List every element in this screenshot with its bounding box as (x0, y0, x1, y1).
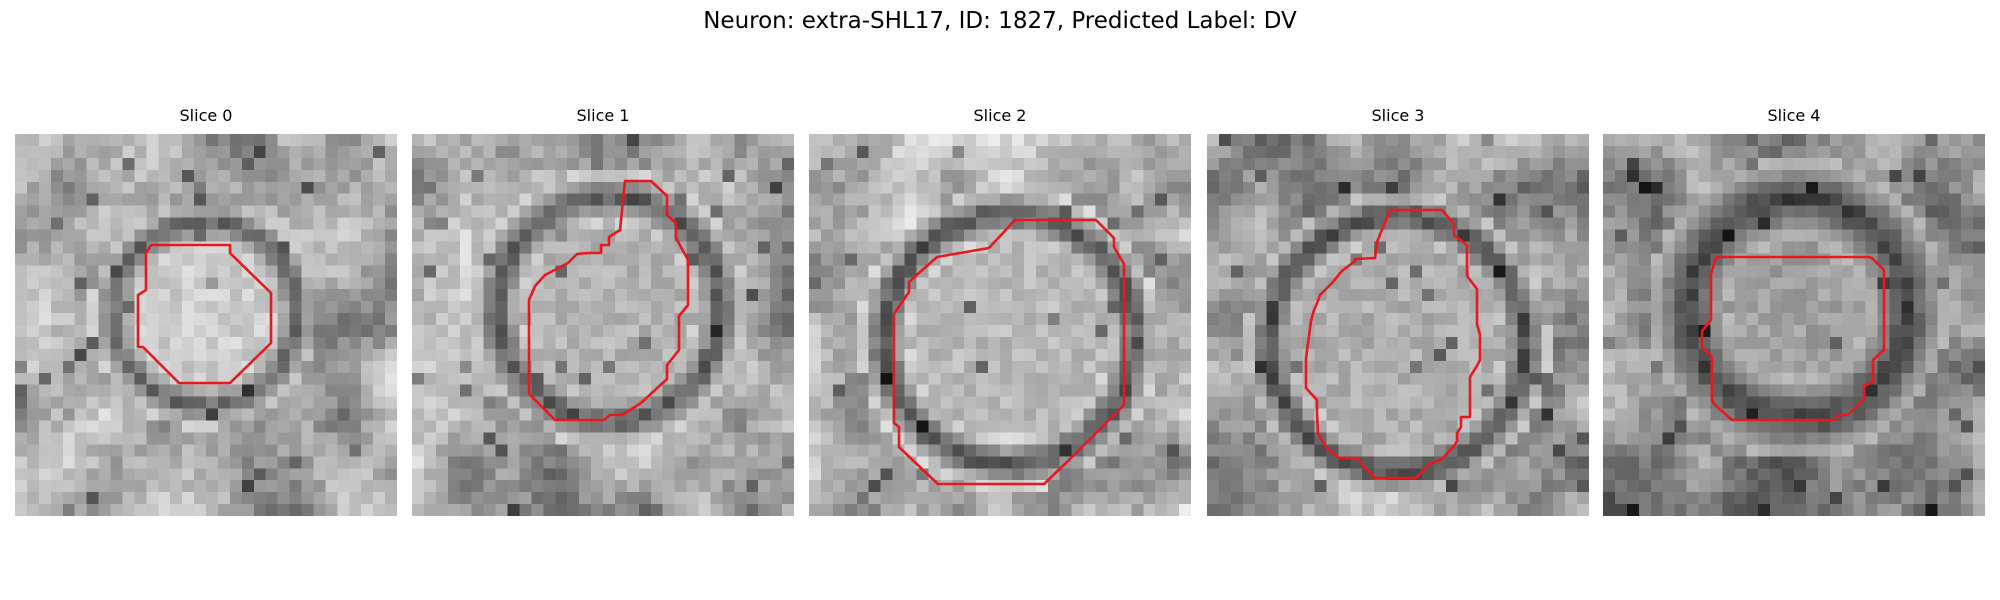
pixel-grid (412, 134, 794, 516)
segmentation-contour (892, 218, 1126, 486)
slice-panel-0: Slice 0 (15, 106, 397, 516)
slice-title-1: Slice 1 (576, 106, 630, 125)
slice-title-4: Slice 4 (1767, 106, 1821, 125)
slice-image-4 (1603, 134, 1985, 516)
slice-panel-2: Slice 2 (809, 106, 1191, 516)
slice-image-0 (15, 134, 397, 516)
pixel-grid (15, 134, 397, 516)
pixel-grid (1207, 134, 1589, 516)
slice-image-3 (1207, 134, 1589, 516)
slice-title-0: Slice 0 (179, 106, 233, 125)
segmentation-contour (1304, 208, 1482, 480)
slice-panel-3: Slice 3 (1207, 106, 1589, 516)
segmentation-contour (136, 243, 273, 385)
slice-panel-1: Slice 1 (412, 106, 794, 516)
figure-title: Neuron: extra-SHL17, ID: 1827, Predicted… (703, 8, 1297, 34)
segmentation-contour (1700, 255, 1886, 422)
slice-panel-4: Slice 4 (1603, 106, 1985, 516)
segmentation-contour (527, 179, 690, 422)
slice-title-2: Slice 2 (973, 106, 1027, 125)
pixel-grid (1603, 134, 1985, 516)
slice-image-1 (412, 134, 794, 516)
pixel-grid (809, 134, 1191, 516)
slice-title-3: Slice 3 (1371, 106, 1425, 125)
slice-image-2 (809, 134, 1191, 516)
